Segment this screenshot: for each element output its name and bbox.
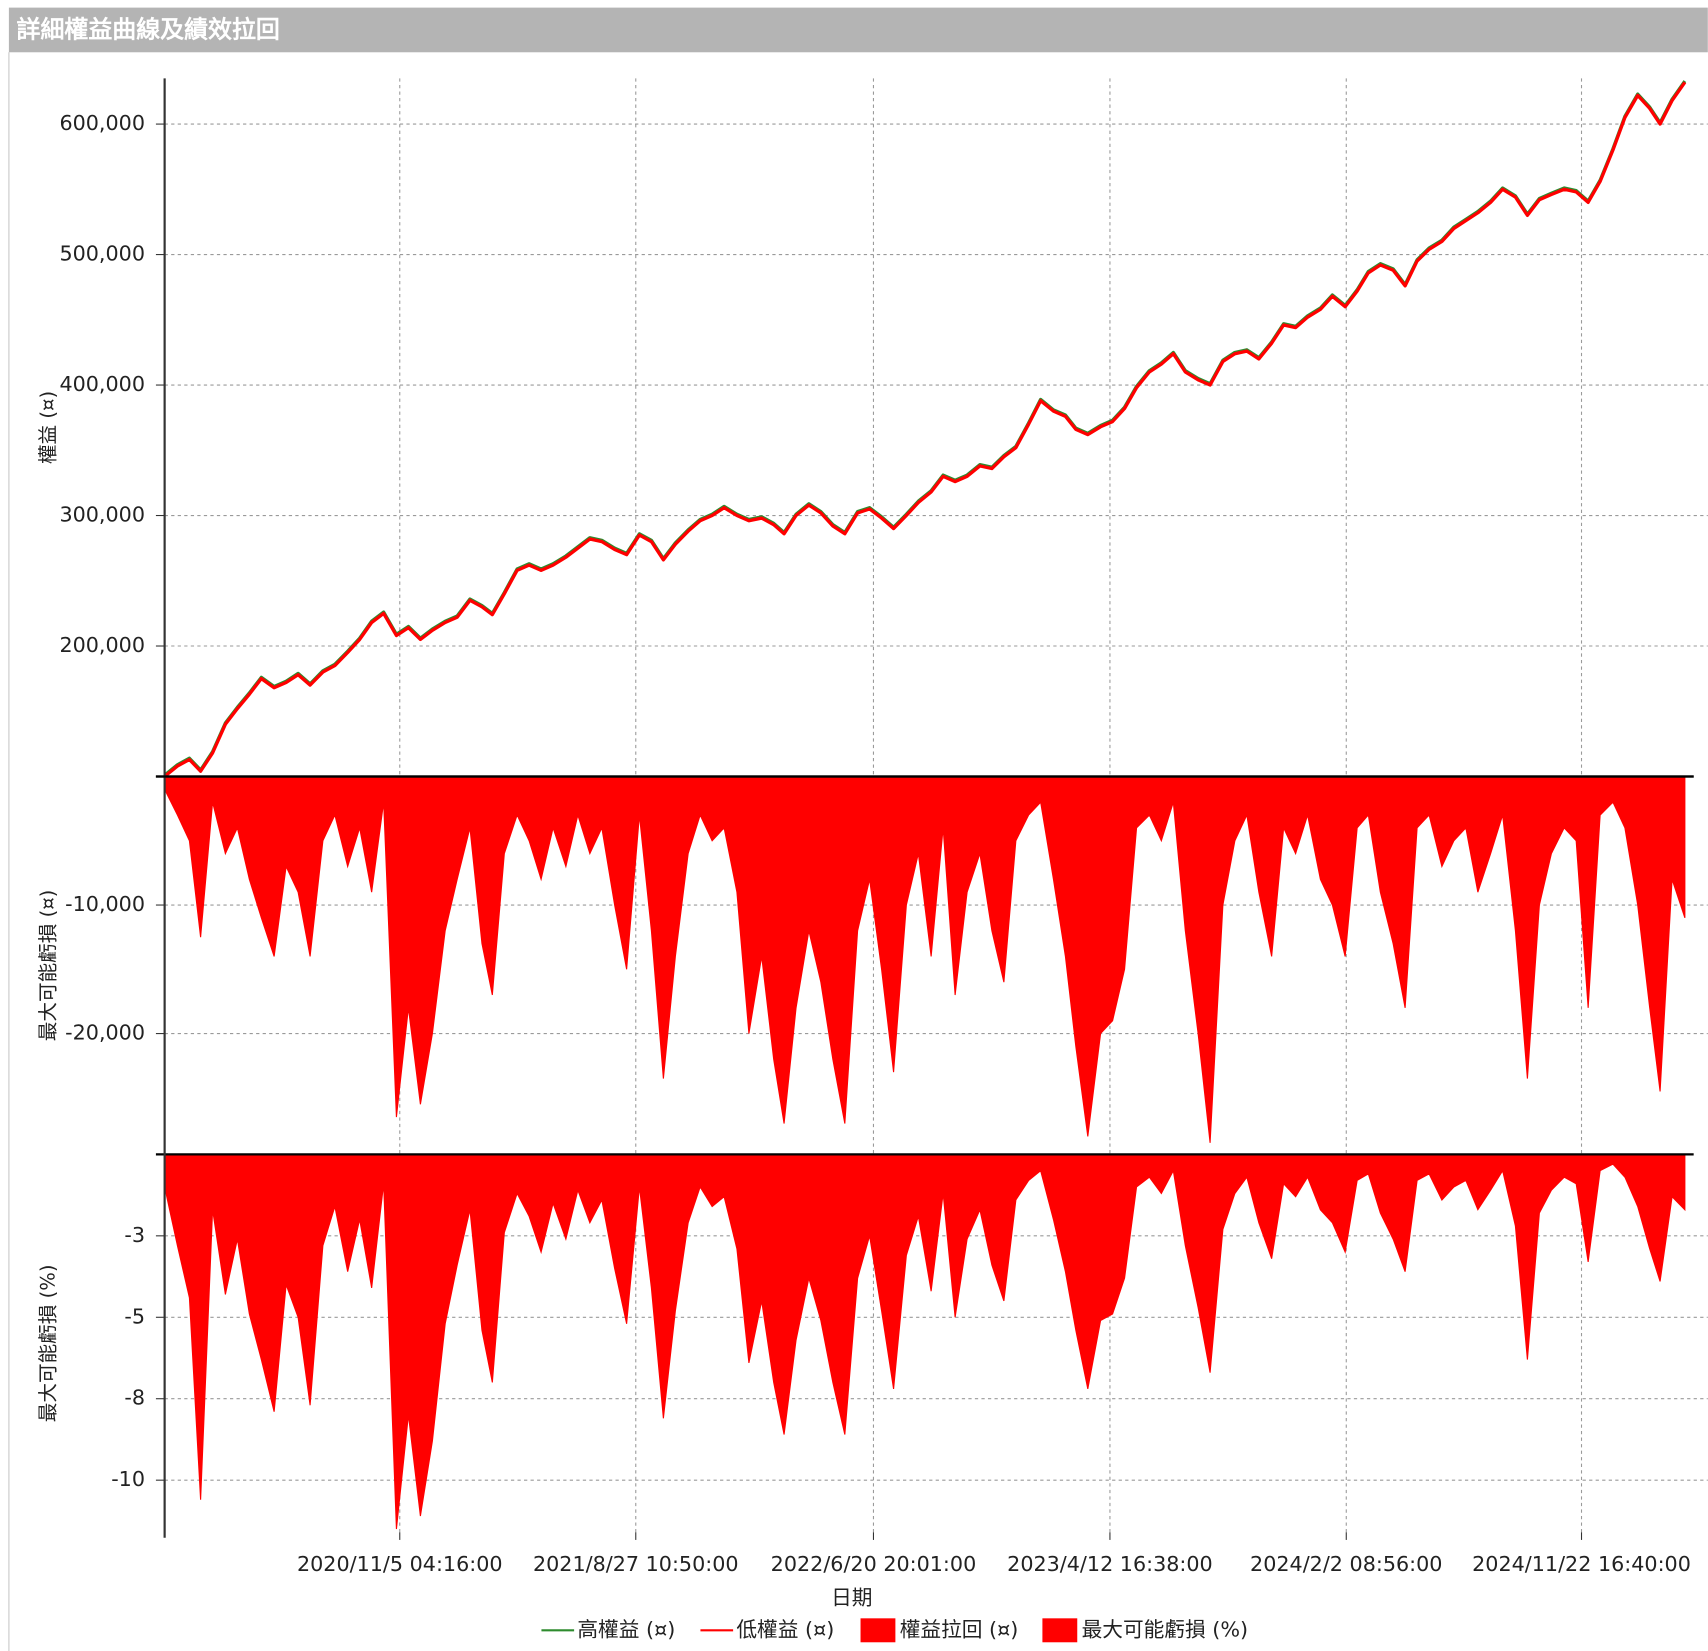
y-tick-label: -10 <box>111 1467 145 1491</box>
y-tick-label: 400,000 <box>59 372 145 396</box>
equity-line <box>163 81 1687 778</box>
legend-label: 低權益 (¤) <box>736 1617 834 1641</box>
y-axis-label: 權益 (¤) <box>37 391 60 464</box>
x-tick-label: 2021/8/27 10:50:00 <box>533 1552 739 1576</box>
drawdown-area <box>164 775 1686 1143</box>
legend-label: 高權益 (¤) <box>577 1617 675 1641</box>
x-tick-label: 2023/4/12 16:38:00 <box>1007 1552 1213 1576</box>
y-tick-label: 500,000 <box>59 242 145 266</box>
x-tick-label: 2024/2/2 08:56:00 <box>1250 1552 1442 1576</box>
y-tick-label: 200,000 <box>59 633 145 657</box>
y-tick-label: -8 <box>124 1386 145 1410</box>
y-tick-label: -20,000 <box>65 1021 145 1045</box>
title-bar <box>8 7 1708 53</box>
drawdown-area <box>164 1153 1686 1530</box>
x-tick-label: 2024/11/22 16:40:00 <box>1472 1552 1691 1576</box>
y-tick-label: -5 <box>124 1304 145 1328</box>
y-axis-label: 最大可能虧損 (%) <box>37 1264 60 1422</box>
x-tick-label: 2022/6/20 20:01:00 <box>771 1552 977 1576</box>
y-axis-label: 最大可能虧損 (¤) <box>37 890 60 1042</box>
legend-label: 最大可能虧損 (%) <box>1082 1617 1249 1641</box>
x-axis-label: 日期 <box>831 1586 872 1610</box>
y-tick-label: -10,000 <box>65 892 145 916</box>
y-tick-label: 300,000 <box>59 503 145 527</box>
legend-swatch <box>1042 1618 1078 1643</box>
legend-label: 權益拉回 (¤) <box>900 1617 1019 1641</box>
chart-title: 詳細權益曲線及績效拉回 <box>17 15 280 43</box>
x-tick-label: 2020/11/5 04:16:00 <box>297 1552 503 1576</box>
y-tick-label: -3 <box>124 1223 145 1247</box>
legend-swatch <box>860 1618 896 1643</box>
y-tick-label: 600,000 <box>59 111 145 135</box>
